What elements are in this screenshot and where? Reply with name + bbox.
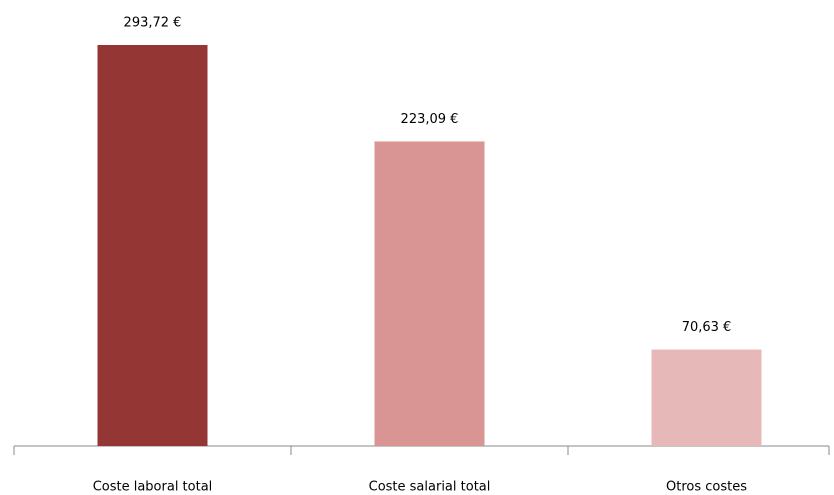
bar [97,45,208,446]
bar [374,141,485,446]
x-tick-label: Coste salarial total [369,480,491,495]
x-axis [13,445,830,455]
value-label: 293,72 € [124,16,182,31]
bar [651,349,762,446]
x-tick-label: Otros costes [666,480,747,495]
value-label: 70,63 € [682,320,732,335]
value-label: 223,09 € [401,112,459,127]
x-tick-label: Coste laboral total [93,480,213,495]
